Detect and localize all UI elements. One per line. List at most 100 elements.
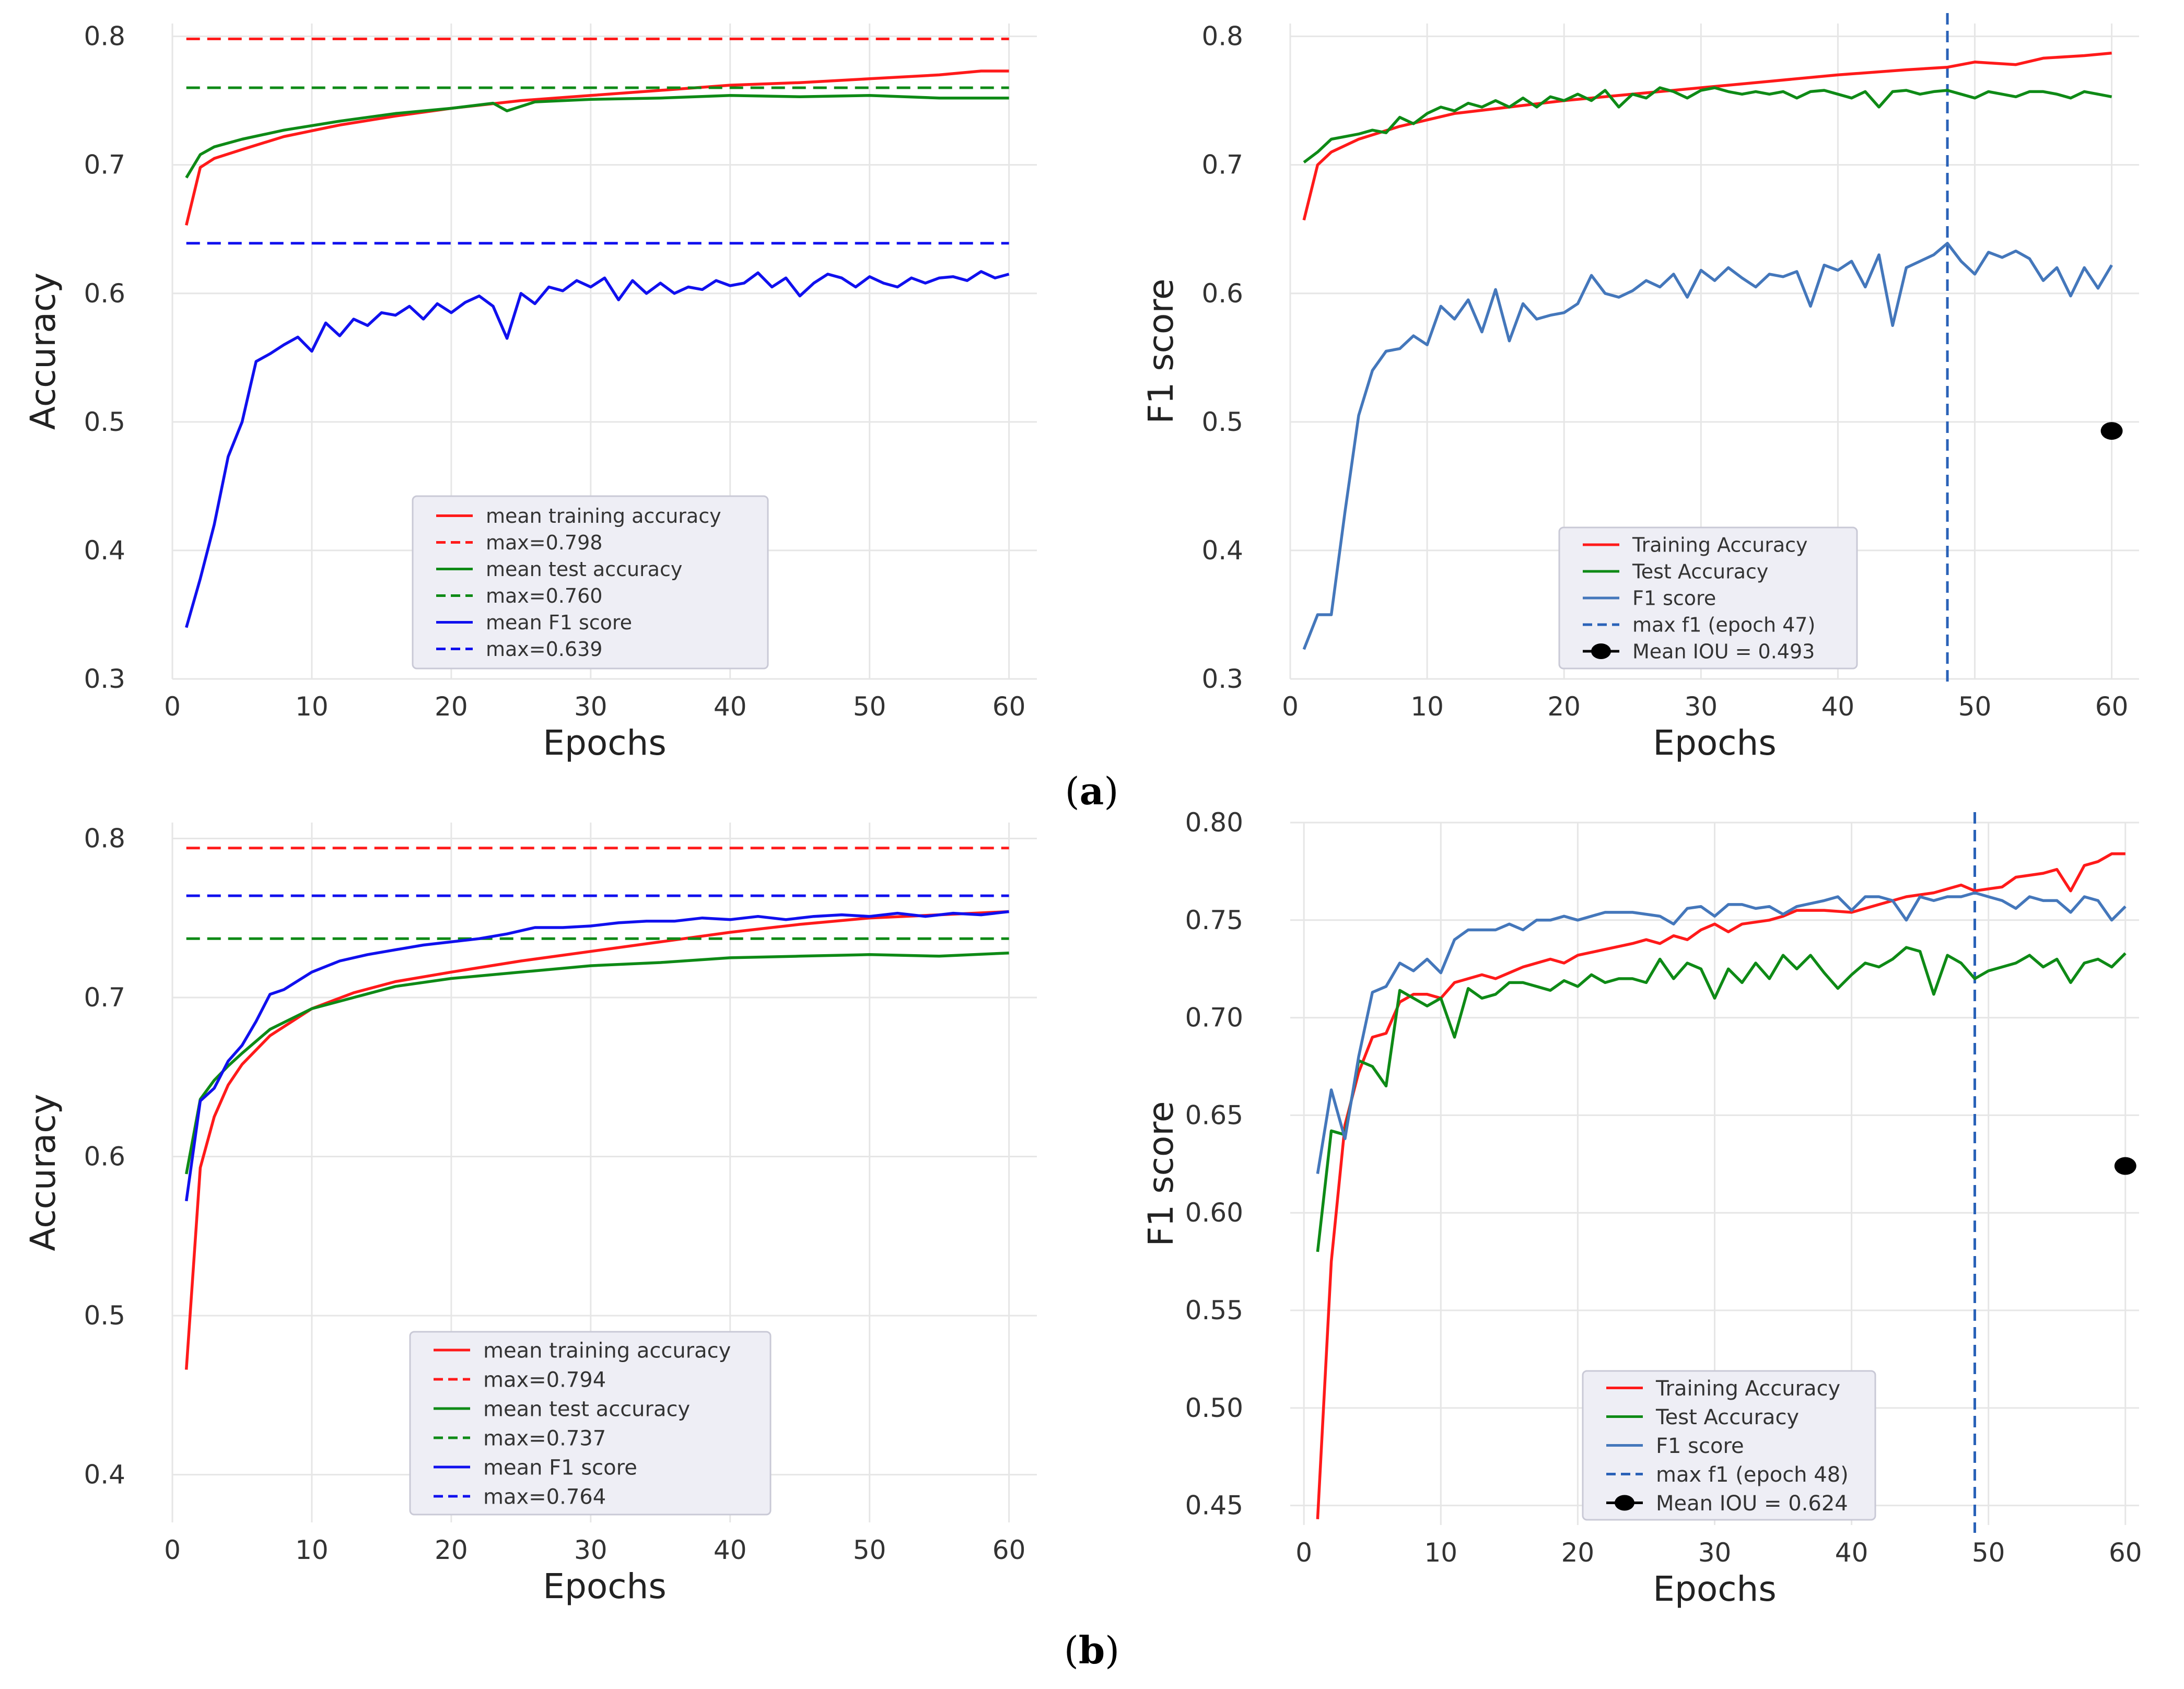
y-tick-label: 0.8 [1201, 21, 1243, 52]
series-mean-test-accuracy [185, 94, 1009, 179]
x-tick-label: 60 [992, 691, 1026, 722]
y-tick-label: 0.6 [84, 1142, 125, 1172]
x-tick-label: 30 [574, 691, 608, 722]
x-tick-label: 60 [2109, 1538, 2142, 1568]
caption-b: (b) [1064, 1628, 1120, 1672]
legend-label: mean training accuracy [486, 505, 721, 527]
legend-box [1558, 526, 1858, 670]
legend-box [412, 495, 769, 670]
x-tick-label: 0 [1282, 691, 1299, 722]
x-tick-label: 20 [435, 691, 468, 722]
y-tick-label: 0.6 [1201, 278, 1243, 309]
legend-label: Test Accuracy [1655, 1405, 1799, 1429]
x-tick-label: 0 [1295, 1538, 1312, 1568]
x-tick-label: 40 [714, 691, 747, 722]
y-axis-label: Accuracy [23, 1094, 63, 1251]
x-axis-label: Epochs [543, 723, 666, 763]
legend-label: mean training accuracy [483, 1339, 731, 1363]
y-tick-label: 0.75 [1185, 905, 1243, 935]
series-f1-score [1302, 242, 2113, 650]
legend-label: Training Accuracy [1632, 534, 1808, 557]
legend-swatch-dot [1591, 643, 1611, 659]
y-tick-label: 0.50 [1185, 1393, 1243, 1423]
legend-label: mean F1 score [486, 611, 632, 634]
mean-iou-point [2114, 1157, 2136, 1175]
x-tick-label: 60 [992, 1535, 1026, 1565]
legend-box [1582, 1370, 1876, 1521]
y-tick-label: 0.8 [84, 823, 125, 853]
x-tick-label: 50 [853, 691, 886, 722]
panel-b-left: 0 10 20 30 40 50 60 0.4 0.5 0.6 0.7 0.8 Epochs Accura… [23, 823, 1037, 1606]
x-tick-label: 20 [1561, 1538, 1595, 1568]
x-tick-label: 10 [295, 1535, 329, 1565]
legend: mean training accuracy max=0.794 mean test… [409, 1331, 772, 1516]
series-mean-training-accuracy [185, 69, 1009, 226]
y-tick-label: 0.3 [84, 664, 125, 694]
legend-label: max f1 (epoch 48) [1656, 1463, 1849, 1487]
caption-a: (a) [1065, 769, 1119, 813]
series-mean-f1-score [184, 910, 1009, 1202]
series-mean-training-accuracy [184, 910, 1009, 1370]
series-training-accuracy [1302, 51, 2112, 221]
y-tick-label: 0.4 [84, 535, 125, 566]
x-tick-label: 50 [1972, 1538, 2005, 1568]
x-tick-label: 60 [2095, 691, 2129, 722]
y-axis-label: Accuracy [23, 273, 63, 430]
y-tick-label: 0.60 [1185, 1198, 1243, 1228]
series-test-accuracy [1303, 86, 2112, 163]
panel-b-right: 0 10 20 30 40 50 60 0.45 0.50 0.55 0.60 0.65 0.70 0.7… [1141, 807, 2142, 1609]
y-tick-label: 0.5 [84, 407, 125, 437]
panel-a-left: 0 10 20 30 40 50 60 0.3 0.4 0.5 0.6 0.7 0.8 Epochs Acc… [23, 21, 1037, 763]
y-tick-label: 0.7 [84, 150, 125, 180]
y-axis-label: F1 score [1141, 278, 1181, 424]
legend-label: mean F1 score [483, 1456, 637, 1480]
series-test-accuracy [1316, 946, 2127, 1252]
x-tick-label: 30 [574, 1535, 608, 1565]
y-tick-label: 0.3 [1201, 664, 1243, 694]
legend-box [409, 1331, 772, 1516]
x-tick-label: 10 [1410, 691, 1444, 722]
y-tick-label: 0.45 [1185, 1491, 1243, 1521]
y-tick-label: 0.5 [84, 1300, 125, 1331]
y-tick-label: 0.4 [1201, 535, 1243, 566]
x-axis-label: Epochs [543, 1566, 666, 1606]
x-axis-label: Epochs [1653, 1569, 1776, 1609]
y-tick-label: 0.5 [1201, 407, 1243, 437]
x-tick-label: 50 [853, 1535, 886, 1565]
x-tick-label: 0 [164, 691, 181, 722]
legend-label: Training Accuracy [1655, 1377, 1840, 1401]
y-tick-label: 0.4 [84, 1460, 125, 1490]
y-tick-label: 0.65 [1185, 1100, 1243, 1130]
y-tick-label: 0.55 [1185, 1295, 1243, 1326]
x-tick-label: 20 [435, 1535, 468, 1565]
x-axis-label: Epochs [1653, 723, 1776, 763]
legend-label: max=0.639 [486, 638, 602, 661]
legend: Training Accuracy Test Accuracy F1 score ma… [1558, 526, 1858, 670]
x-tick-label: 20 [1547, 691, 1581, 722]
y-tick-label: 0.70 [1185, 1003, 1243, 1033]
y-tick-label: 0.7 [1201, 150, 1243, 180]
series-training-accuracy [1316, 852, 2125, 1519]
legend-swatch-dot [1615, 1495, 1634, 1511]
legend-label: max=0.760 [486, 584, 602, 607]
x-tick-label: 0 [164, 1535, 181, 1565]
series-mean-f1-score [185, 270, 1010, 628]
legend-label: Mean IOU = 0.493 [1632, 640, 1815, 663]
y-tick-label: 0.7 [84, 982, 125, 1013]
legend-label: mean test accuracy [486, 558, 682, 581]
legend-label: max=0.794 [483, 1368, 606, 1392]
x-tick-label: 40 [1835, 1538, 1868, 1568]
legend-label: F1 score [1632, 587, 1716, 610]
panel-a-right: 0 10 20 30 40 50 60 0.3 0.4 0.5 0.6 0.7 0.8 Epochs F1 … [1141, 13, 2139, 763]
legend-label: F1 score [1656, 1434, 1744, 1458]
x-tick-label: 30 [1698, 1538, 1732, 1568]
y-tick-label: 0.6 [84, 278, 125, 309]
y-axis-label: F1 score [1141, 1101, 1181, 1246]
legend-label: Mean IOU = 0.624 [1656, 1492, 1848, 1516]
x-tick-label: 30 [1684, 691, 1718, 722]
legend-label: max=0.798 [486, 531, 602, 554]
legend-label: max=0.764 [483, 1485, 606, 1509]
y-tick-label: 0.8 [84, 21, 125, 52]
x-tick-label: 50 [1958, 691, 1992, 722]
